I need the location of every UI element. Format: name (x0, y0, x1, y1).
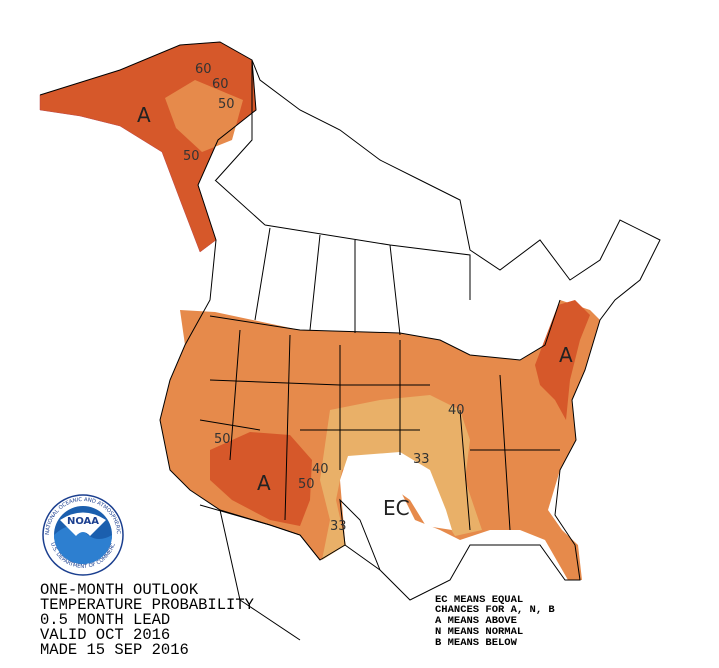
logo-text: NOAA (67, 516, 99, 527)
legend-line: B MEANS BELOW (435, 637, 518, 649)
us-low-above (320, 395, 482, 560)
contour-label: 33 (330, 519, 347, 534)
contour-label: 33 (413, 452, 430, 467)
ne-high (535, 300, 590, 420)
contour-label: 40 (312, 462, 329, 477)
contour-label: 60 (195, 62, 212, 77)
title-line: MADE 15 SEP 2016 (40, 641, 189, 659)
canada-us-border (209, 299, 561, 361)
coastline (39, 41, 661, 601)
alaska-high (39, 41, 257, 253)
region-label: EC (383, 496, 410, 520)
legend-line: N MEANS NORMAL (435, 626, 523, 638)
contour-label: 60 (212, 77, 229, 92)
title-line: ONE-MONTH OUTLOOK (40, 581, 199, 599)
legend-line: CHANCES FOR A, N, B (435, 604, 555, 616)
region-label: A (137, 103, 151, 127)
title-line: TEMPERATURE PROBABILITY (40, 596, 255, 614)
title-line: VALID OCT 2016 (40, 626, 170, 644)
contour-label: 50 (183, 149, 200, 164)
title-line: 0.5 MONTH LEAD (40, 611, 170, 629)
region-label: A (559, 343, 573, 367)
contour-label: 40 (448, 403, 465, 418)
alaska-border (215, 60, 253, 181)
province-lines (214, 179, 471, 336)
region-label: A (257, 471, 271, 495)
contour-label: 50 (214, 432, 231, 447)
legend-line: EC MEANS EQUAL (435, 594, 523, 606)
mexico-border (199, 504, 381, 641)
us-equal-chances (340, 452, 452, 530)
state-lines (199, 329, 560, 531)
contour-label: 50 (218, 97, 235, 112)
alaska-mid (165, 80, 243, 152)
contour-label: 50 (298, 477, 315, 492)
legend-line: A MEANS ABOVE (435, 615, 517, 627)
